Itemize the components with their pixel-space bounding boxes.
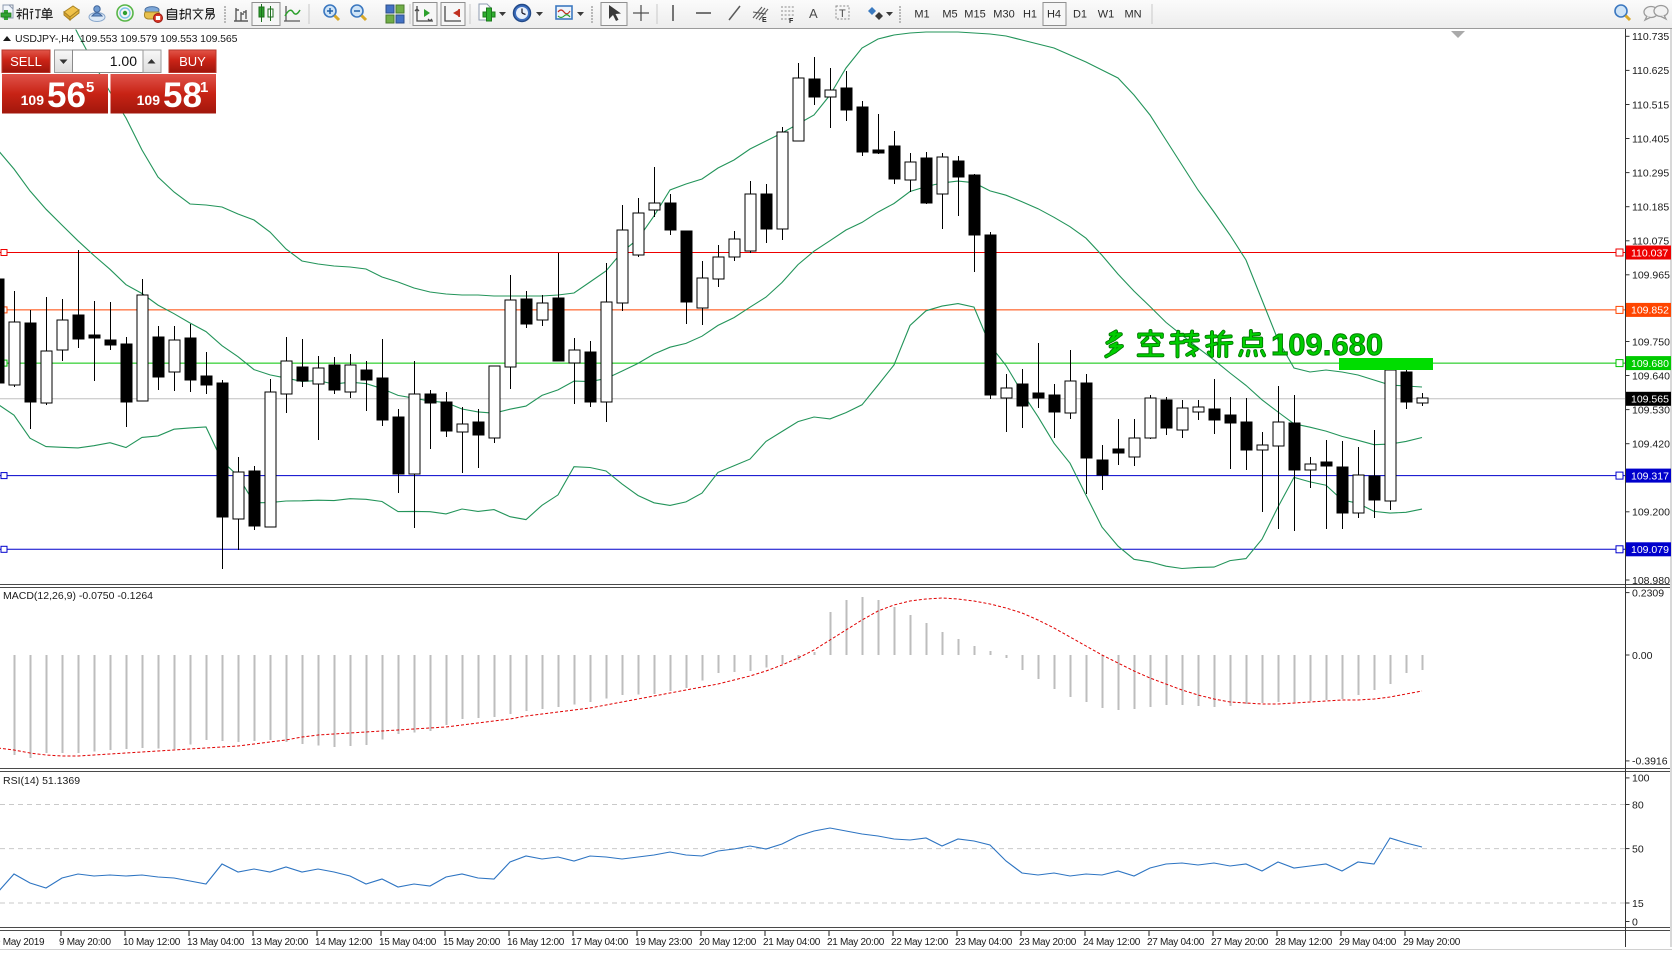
- svg-text:109.420: 109.420: [1632, 439, 1670, 451]
- svg-text:MN: MN: [1124, 9, 1141, 21]
- svg-text:109.530: 109.530: [1632, 404, 1670, 416]
- svg-text:9 May 20:00: 9 May 20:00: [59, 937, 111, 948]
- svg-text:15 May 04:00: 15 May 04:00: [379, 937, 437, 948]
- svg-text:10 May 12:00: 10 May 12:00: [123, 937, 181, 948]
- svg-text:H4: H4: [1047, 9, 1061, 21]
- svg-text:110.405: 110.405: [1632, 133, 1669, 145]
- svg-text:109.079: 109.079: [1631, 544, 1669, 556]
- svg-text:110.515: 110.515: [1632, 99, 1669, 111]
- svg-text:F: F: [789, 18, 794, 25]
- svg-text:16 May 12:00: 16 May 12:00: [507, 937, 565, 948]
- svg-text:109: 109: [137, 92, 161, 108]
- svg-text:13 May 04:00: 13 May 04:00: [187, 937, 245, 948]
- svg-text:0.2309: 0.2309: [1632, 587, 1664, 599]
- svg-text:E: E: [762, 17, 767, 24]
- svg-text:58: 58: [163, 76, 202, 115]
- svg-text:RSI(14) 51.1369: RSI(14) 51.1369: [3, 775, 80, 787]
- svg-text:109.680: 109.680: [1271, 327, 1383, 362]
- svg-text:21 May 20:00: 21 May 20:00: [827, 937, 885, 948]
- svg-text:5: 5: [86, 79, 94, 96]
- svg-text:15 May 20:00: 15 May 20:00: [443, 937, 501, 948]
- svg-text:108.980: 108.980: [1632, 575, 1670, 587]
- svg-text:14 May 12:00: 14 May 12:00: [315, 937, 373, 948]
- svg-text:M1: M1: [914, 9, 929, 21]
- svg-text:100: 100: [1632, 773, 1650, 785]
- svg-text:MACD(12,26,9) -0.0750 -0.1264: MACD(12,26,9) -0.0750 -0.1264: [3, 590, 153, 602]
- svg-text:27 May 04:00: 27 May 04:00: [1147, 937, 1205, 948]
- svg-text:110.625: 110.625: [1632, 65, 1669, 77]
- svg-text:20 May 12:00: 20 May 12:00: [699, 937, 757, 948]
- svg-text:19 May 23:00: 19 May 23:00: [635, 937, 693, 948]
- svg-text:110.735: 110.735: [1632, 31, 1669, 43]
- svg-text:15: 15: [1632, 898, 1644, 910]
- svg-text:109.317: 109.317: [1631, 470, 1669, 482]
- svg-text:W1: W1: [1098, 9, 1115, 21]
- svg-text:0.00: 0.00: [1632, 650, 1653, 662]
- svg-text:D1: D1: [1073, 9, 1087, 21]
- svg-text:M5: M5: [942, 9, 957, 21]
- svg-text:50: 50: [1632, 843, 1644, 855]
- svg-text:110.037: 110.037: [1631, 247, 1668, 259]
- svg-text:109.640: 109.640: [1632, 370, 1670, 382]
- svg-text:110.075: 110.075: [1632, 236, 1669, 248]
- svg-text:109.200: 109.200: [1632, 507, 1670, 519]
- svg-text:29 May 04:00: 29 May 04:00: [1339, 937, 1397, 948]
- svg-text:M15: M15: [964, 9, 985, 21]
- svg-text:22 May 12:00: 22 May 12:00: [891, 937, 949, 948]
- svg-text:0: 0: [1632, 916, 1638, 928]
- svg-text:109.565: 109.565: [1631, 394, 1669, 406]
- svg-text:28 May 12:00: 28 May 12:00: [1275, 937, 1333, 948]
- svg-text:23 May 20:00: 23 May 20:00: [1019, 937, 1077, 948]
- svg-text:109.852: 109.852: [1631, 305, 1669, 317]
- svg-text:80: 80: [1632, 799, 1644, 811]
- svg-text:A: A: [809, 6, 818, 21]
- svg-text:9 May 2019: 9 May 2019: [0, 937, 45, 948]
- svg-text:1: 1: [200, 79, 208, 96]
- svg-text:110.185: 110.185: [1632, 202, 1669, 214]
- svg-text:SELL: SELL: [10, 54, 42, 69]
- svg-text:110.295: 110.295: [1632, 167, 1669, 179]
- svg-text:17 May 04:00: 17 May 04:00: [571, 937, 629, 948]
- svg-text:24 May 12:00: 24 May 12:00: [1083, 937, 1141, 948]
- svg-text:109.750: 109.750: [1632, 336, 1670, 348]
- svg-text:T: T: [839, 8, 846, 20]
- svg-text:BUY: BUY: [179, 54, 206, 69]
- svg-text:109.965: 109.965: [1632, 270, 1670, 282]
- svg-text:56: 56: [47, 76, 86, 115]
- svg-text:-0.3916: -0.3916: [1632, 756, 1668, 768]
- svg-text:1.00: 1.00: [110, 53, 137, 69]
- svg-text:21 May 04:00: 21 May 04:00: [763, 937, 821, 948]
- svg-text:29 May 20:00: 29 May 20:00: [1403, 937, 1461, 948]
- svg-text:H1: H1: [1023, 9, 1037, 21]
- svg-text:M30: M30: [993, 9, 1014, 21]
- svg-text:13 May 20:00: 13 May 20:00: [251, 937, 309, 948]
- svg-text:109.680: 109.680: [1631, 358, 1669, 370]
- svg-text:27 May 20:00: 27 May 20:00: [1211, 937, 1269, 948]
- svg-text:109: 109: [21, 92, 45, 108]
- svg-text:USDJPY-,H4 109.553 109.579 10: USDJPY-,H4 109.553 109.579 109.553 109.5…: [15, 33, 238, 45]
- svg-text:23 May 04:00: 23 May 04:00: [955, 937, 1013, 948]
